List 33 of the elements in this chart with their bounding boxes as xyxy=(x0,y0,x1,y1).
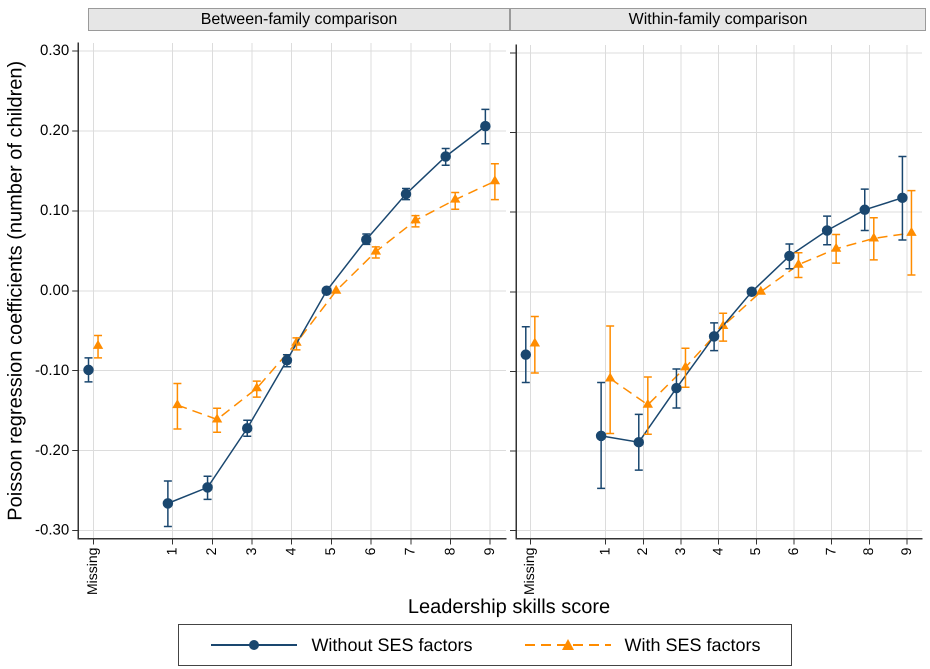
x-tick-label: 3 xyxy=(672,547,688,556)
x-tick-label: Missing xyxy=(84,548,100,596)
x-tick-label: Missing xyxy=(521,548,538,596)
y-tick-label: 0.30 xyxy=(40,42,70,60)
y-tick-label: 0.20 xyxy=(40,122,70,140)
x-tick-label: 9 xyxy=(898,547,914,556)
chart-title: Within-family comparison xyxy=(510,8,926,31)
x-tick-label: 6 xyxy=(362,547,378,556)
y-axis-title: Poisson regression coefficients (number of children) xyxy=(4,60,27,521)
x-tick-label: 4 xyxy=(282,547,299,556)
x-tick-label: 3 xyxy=(242,547,259,556)
x-tick-label: 1 xyxy=(164,547,180,556)
legend-label: Without SES factors xyxy=(311,634,472,656)
x-tick-label: 5 xyxy=(747,547,764,556)
x-tick-label: 9 xyxy=(480,547,497,556)
y-tick-label: 0.10 xyxy=(40,202,70,219)
x-tick-label: 7 xyxy=(402,547,418,556)
x-tick-label: 2 xyxy=(634,547,650,556)
x-tick-label: 1 xyxy=(596,547,612,556)
y-tick-label: -0.30 xyxy=(34,522,70,539)
y-tick-label: 0.00 xyxy=(40,282,70,299)
x-tick-label: 8 xyxy=(441,547,458,556)
x-tick-label: 7 xyxy=(822,547,838,556)
y-tick-label: -0.20 xyxy=(34,442,70,459)
x-tick-label: 4 xyxy=(709,547,726,556)
x-tick-label: 2 xyxy=(203,547,220,556)
x-axis-title: Leadership skills score xyxy=(406,596,612,619)
x-tick-label: 8 xyxy=(860,547,876,556)
legend-label: With SES factors xyxy=(624,634,761,656)
y-tick-label: -0.10 xyxy=(34,362,70,379)
chart-title: Between-family comparison xyxy=(88,8,510,31)
x-tick-label: 5 xyxy=(322,547,338,556)
x-tick-label: 6 xyxy=(784,547,801,556)
